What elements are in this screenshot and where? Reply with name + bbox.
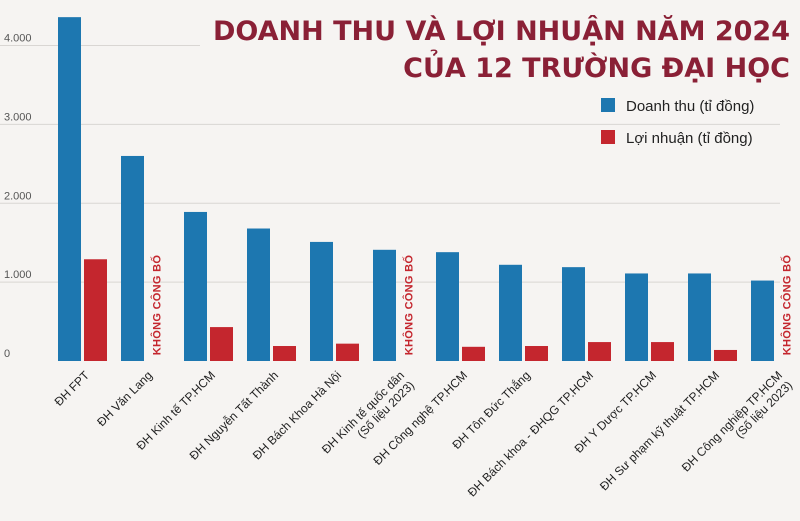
bar-revenue [121, 155, 144, 361]
bar-revenue [751, 280, 774, 361]
bar-revenue [373, 249, 396, 361]
bar-revenue [58, 17, 81, 362]
legend: Doanh thu (tỉ đồng) Lợi nhuận (tỉ đồng) [601, 98, 754, 147]
no-data-label: KHÔNG CÔNG BỐ [150, 255, 164, 356]
bar-revenue [499, 264, 522, 361]
legend-swatch-revenue [601, 98, 615, 112]
y-tick-label: 2.000 [4, 190, 32, 202]
bar-revenue [184, 211, 207, 361]
bar-revenue [436, 252, 459, 361]
bar-profit [651, 342, 674, 361]
title-line-2: CỦA 12 TRƯỜNG ĐẠI HỌC [403, 48, 790, 84]
bar-revenue [688, 273, 711, 361]
y-tick-label: 3.000 [4, 111, 32, 123]
bar-revenue [310, 241, 333, 361]
bar-profit [273, 346, 296, 361]
x-tick-label: ĐH Sư phạm kỹ thuật TP.HCM [597, 368, 722, 493]
bar-profit [588, 342, 611, 361]
y-axis-ticks: 0 1.000 2.000 3.000 4.000 [4, 33, 32, 360]
no-data-label: KHÔNG CÔNG BỐ [780, 255, 794, 356]
y-tick-label: 4.000 [4, 33, 32, 45]
title-line-1: DOANH THU VÀ LỢI NHUẬN NĂM 2024 [213, 15, 790, 47]
x-tick-label: ĐH FPT [52, 368, 93, 409]
chart-title: DOANH THU VÀ LỢI NHUẬN NĂM 2024 CỦA 12 T… [213, 15, 790, 84]
legend-label-revenue: Doanh thu (tỉ đồng) [626, 98, 754, 115]
bar-revenue [562, 267, 585, 361]
x-tick-label: ĐH Văn Lang [94, 368, 155, 429]
bar-profit [525, 346, 548, 361]
bar-revenue [247, 228, 270, 361]
x-tick-label: ĐH Bách khoa - ĐHQG TP.HCM [465, 368, 596, 499]
bar-profit [210, 327, 233, 361]
y-tick-label: 1.000 [4, 269, 32, 281]
bars [58, 17, 774, 362]
bar-profit [84, 259, 107, 361]
bar-profit [462, 346, 485, 361]
bar-profit [714, 349, 737, 361]
no-data-label: KHÔNG CÔNG BỐ [402, 255, 416, 356]
legend-label-profit: Lợi nhuận (tỉ đồng) [626, 130, 753, 147]
no-data-labels: KHÔNG CÔNG BỐ KHÔNG CÔNG BỐ KHÔNG CÔNG BỐ [150, 255, 794, 356]
bar-profit [336, 343, 359, 361]
y-tick-label: 0 [4, 348, 10, 360]
bar-revenue [625, 273, 648, 361]
legend-swatch-profit [601, 130, 615, 144]
